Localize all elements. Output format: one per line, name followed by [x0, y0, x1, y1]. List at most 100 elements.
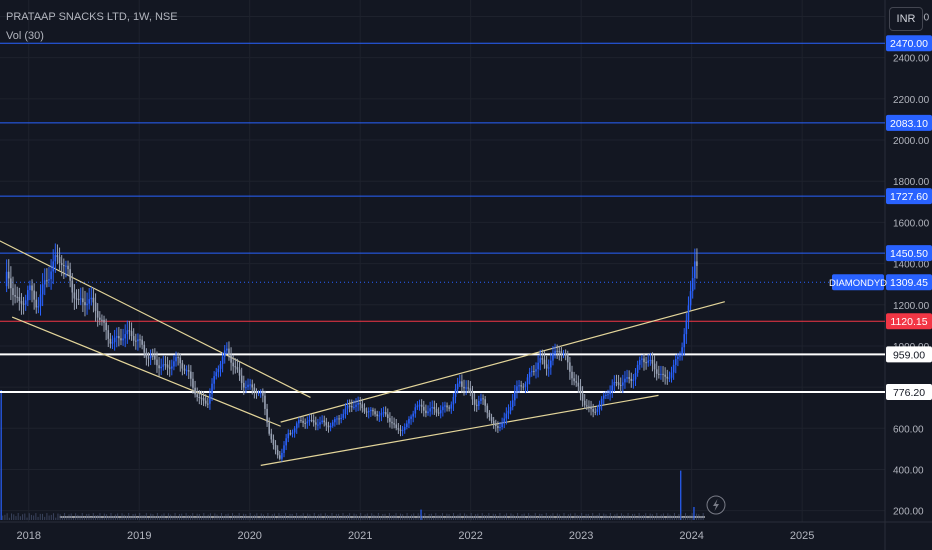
candle-body — [668, 377, 671, 379]
candle-body — [124, 334, 127, 339]
volume-bar — [165, 517, 167, 520]
candle-body — [670, 372, 673, 378]
volume-bar — [656, 513, 658, 520]
candle-body — [386, 414, 389, 419]
y-tick-label: 1800.00 — [893, 177, 930, 188]
level-label: 2470.00 — [890, 38, 928, 50]
candle-body — [264, 395, 266, 409]
candle-body — [77, 298, 80, 300]
y-tick-label: 2200.00 — [893, 95, 930, 106]
x-tick-label: 2025 — [790, 530, 814, 542]
volume-bar — [212, 517, 214, 520]
candle-body — [558, 351, 561, 353]
volume-bar — [134, 513, 136, 520]
volume-bar — [137, 517, 139, 520]
volume-bar — [415, 517, 417, 520]
volume-bar — [97, 514, 99, 520]
candle-body — [399, 429, 402, 431]
volume-bar — [64, 513, 66, 520]
candle-body — [448, 407, 450, 409]
volume-bar — [280, 514, 282, 520]
volume-bar — [185, 513, 187, 520]
volume-bar — [92, 513, 94, 520]
volume-bar — [0, 390, 2, 520]
candle-body — [406, 423, 408, 428]
volume-bar — [143, 515, 145, 520]
x-tick-label: 2018 — [16, 530, 40, 542]
volume-bar — [190, 515, 192, 520]
volume-bar — [437, 515, 439, 520]
candle-body — [681, 347, 683, 355]
volume-bar — [620, 513, 622, 520]
y-tick-label: 2000.00 — [893, 136, 930, 147]
currency-button[interactable]: INR — [889, 7, 923, 31]
volume-bar — [375, 515, 377, 520]
volume-bar — [357, 516, 359, 520]
candle-body — [31, 285, 33, 291]
volume-bar — [669, 514, 671, 520]
candle-body — [674, 359, 677, 365]
volume-bar — [371, 513, 373, 520]
volume-bar — [95, 515, 97, 520]
candle-body — [291, 432, 294, 434]
candle-body — [151, 355, 154, 357]
candle-body — [329, 425, 332, 428]
volume-bar — [636, 516, 638, 520]
volume-bar — [315, 516, 317, 520]
volume-bar — [583, 516, 585, 520]
candle-body — [226, 348, 228, 351]
candle-body — [590, 406, 592, 409]
volume-bar — [234, 515, 236, 520]
volume-bar — [4, 514, 6, 520]
volume-bar — [150, 513, 152, 520]
candle-body — [194, 387, 196, 395]
volume-bar — [631, 513, 633, 520]
volume-bar — [254, 514, 256, 520]
volume-bar — [117, 513, 119, 520]
candle-body — [433, 406, 436, 409]
candle-body — [145, 352, 148, 358]
candle-body — [16, 296, 19, 298]
candle-body — [357, 403, 359, 405]
candle-body — [444, 405, 446, 407]
volume-bar — [634, 513, 636, 520]
volume-bar — [581, 513, 583, 520]
volume-bar — [106, 514, 108, 520]
volume-bar — [181, 513, 183, 520]
flash-icon[interactable] — [706, 495, 726, 515]
candle-body — [634, 372, 637, 380]
volume-bar — [346, 514, 348, 520]
candle-body — [147, 357, 150, 359]
symbol-box — [832, 274, 884, 291]
volume-bar — [265, 516, 267, 520]
volume-bar — [457, 514, 459, 520]
volume-bar — [240, 517, 242, 520]
candle-body — [137, 339, 139, 342]
candle-body — [651, 359, 654, 364]
candle-body — [162, 364, 165, 367]
candle-body — [378, 415, 381, 417]
volume-bar — [682, 517, 684, 520]
volume-bar — [470, 513, 472, 520]
candle-body — [374, 411, 376, 415]
volume-bar — [523, 513, 525, 520]
candle-body — [120, 338, 122, 341]
candle-body — [134, 340, 137, 342]
volume-bar — [494, 514, 496, 520]
volume-bar — [41, 513, 43, 520]
volume-bar — [148, 517, 150, 520]
candle-body — [545, 364, 548, 369]
candle-body — [518, 385, 520, 387]
volume-bar — [596, 514, 598, 520]
candle-body — [183, 368, 186, 371]
candle-body — [393, 423, 395, 425]
volume-bar — [176, 516, 178, 520]
candle-body — [37, 306, 40, 308]
candle-body — [317, 424, 319, 426]
candle-body — [592, 408, 594, 412]
candle-body — [158, 365, 160, 369]
volume-bar — [601, 517, 603, 520]
volume-bar — [373, 514, 375, 520]
trendline — [0, 240, 311, 398]
